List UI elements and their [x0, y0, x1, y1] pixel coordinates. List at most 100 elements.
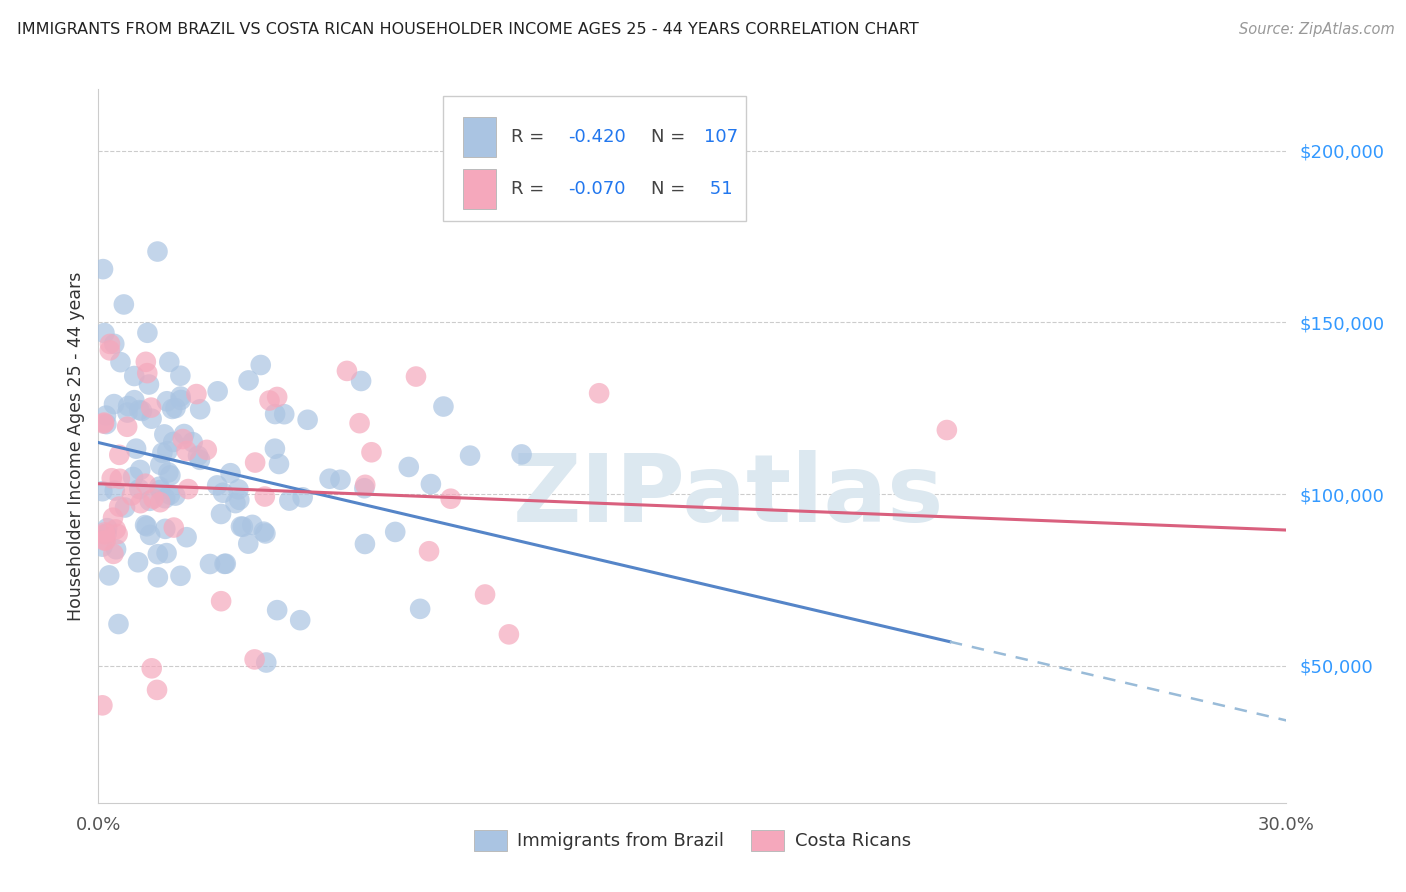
Point — [360, 445, 382, 459]
Point — [228, 492, 250, 507]
Point — [156, 444, 179, 458]
Point — [297, 413, 319, 427]
Point — [148, 480, 170, 494]
Point — [114, 500, 136, 515]
Point — [153, 427, 176, 442]
Point — [188, 402, 211, 417]
Point — [141, 411, 163, 425]
Point — [117, 399, 139, 413]
Point — [146, 244, 169, 259]
Point — [146, 547, 169, 561]
Point — [156, 394, 179, 409]
Point — [228, 483, 250, 497]
Point — [157, 466, 180, 480]
Point — [266, 390, 288, 404]
Point — [94, 533, 117, 548]
Point — [124, 393, 146, 408]
Point — [243, 456, 266, 470]
Point — [93, 533, 115, 548]
Point — [125, 442, 148, 456]
Point — [291, 491, 314, 505]
Point — [138, 493, 160, 508]
Point — [405, 369, 427, 384]
Point — [108, 472, 131, 486]
Point — [350, 374, 373, 388]
Point — [215, 557, 238, 571]
Point — [155, 546, 177, 560]
Point — [266, 603, 288, 617]
Point — [104, 522, 127, 536]
Point — [419, 477, 441, 491]
Point — [498, 627, 520, 641]
Point — [122, 369, 145, 384]
Point — [136, 326, 159, 340]
Point — [440, 491, 463, 506]
Point — [264, 442, 287, 456]
Point — [134, 476, 156, 491]
Point — [181, 435, 204, 450]
Point — [128, 403, 150, 417]
Point — [273, 407, 295, 421]
Point — [232, 520, 254, 534]
Point — [238, 373, 260, 387]
FancyBboxPatch shape — [443, 96, 747, 221]
Point — [138, 377, 160, 392]
Point — [205, 478, 228, 492]
Point — [354, 478, 377, 492]
Point — [418, 544, 440, 558]
Text: R =: R = — [510, 128, 550, 146]
Point — [336, 364, 359, 378]
Point — [169, 390, 191, 404]
Point — [139, 401, 162, 415]
Bar — [463, 118, 496, 157]
Point — [219, 466, 242, 480]
Point — [100, 471, 122, 485]
Point — [165, 401, 187, 415]
Point — [135, 519, 157, 533]
Point — [91, 698, 114, 713]
Point — [157, 355, 180, 369]
Point — [96, 521, 118, 535]
Text: 107: 107 — [704, 128, 738, 146]
Point — [398, 460, 420, 475]
Point — [91, 484, 114, 499]
Point — [209, 594, 232, 608]
Point — [267, 457, 290, 471]
Point — [135, 355, 157, 369]
Point — [107, 527, 129, 541]
Point — [146, 682, 169, 697]
Point — [474, 587, 496, 601]
Point — [253, 524, 276, 539]
Point — [153, 491, 176, 506]
Point — [108, 448, 131, 462]
Point — [224, 496, 246, 510]
Point — [169, 368, 191, 383]
Point — [129, 496, 152, 510]
Point — [149, 458, 172, 472]
Point — [94, 409, 117, 423]
Point — [112, 297, 135, 311]
Bar — [463, 169, 496, 209]
Point — [108, 500, 131, 514]
Point — [169, 569, 191, 583]
Point — [186, 387, 208, 401]
Point — [329, 473, 352, 487]
Point — [152, 446, 174, 460]
Point — [91, 262, 114, 277]
Point — [349, 416, 371, 430]
Point — [458, 449, 481, 463]
Point — [176, 444, 198, 458]
Point — [212, 485, 235, 500]
Point — [264, 407, 287, 421]
Point — [105, 542, 128, 557]
Point — [98, 337, 121, 351]
Point — [96, 417, 118, 431]
Point — [134, 518, 156, 533]
Text: IMMIGRANTS FROM BRAZIL VS COSTA RICAN HOUSEHOLDER INCOME AGES 25 - 44 YEARS CORR: IMMIGRANTS FROM BRAZIL VS COSTA RICAN HO… — [17, 22, 918, 37]
Point — [238, 536, 260, 550]
Point — [98, 568, 121, 582]
Point — [432, 400, 454, 414]
Point — [935, 423, 957, 437]
Point — [187, 449, 209, 463]
Text: -0.070: -0.070 — [568, 180, 626, 198]
